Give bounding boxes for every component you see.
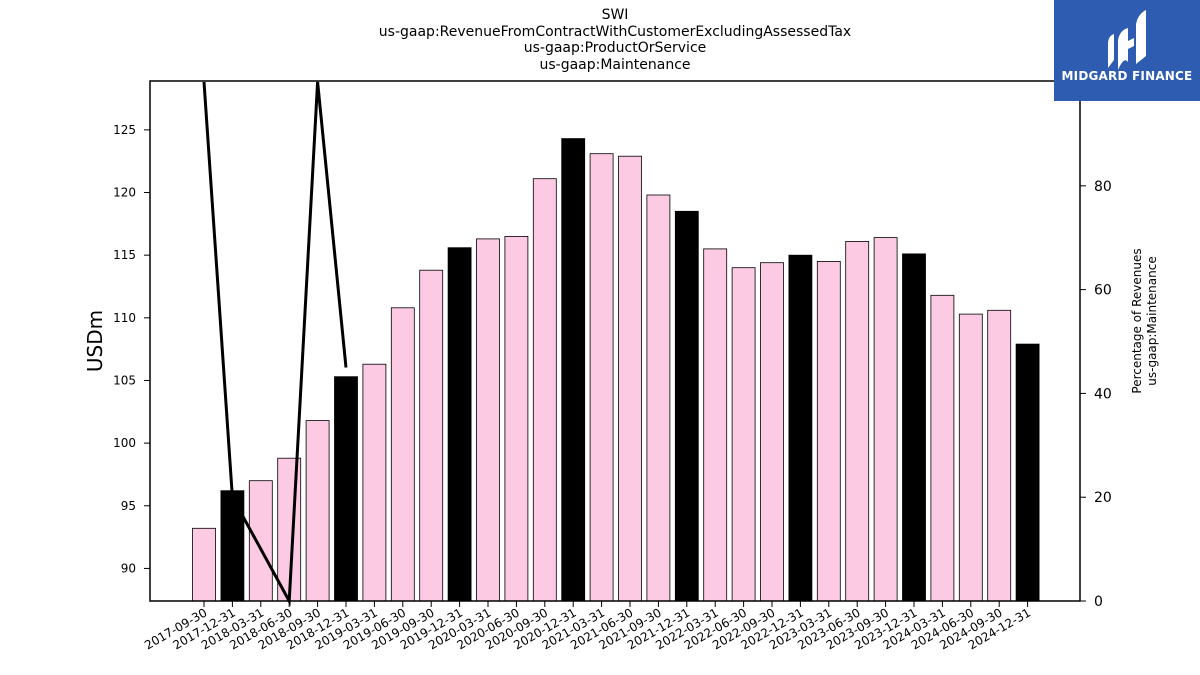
bar-2019-03-31 — [362, 363, 387, 602]
y2-tick-label-40: 40 — [1094, 386, 1112, 402]
bar-2023-03-31 — [816, 260, 841, 602]
bar-2021-09-30 — [646, 194, 671, 602]
bar-2024-03-31 — [930, 294, 955, 602]
y-tick-label-110: 110 — [113, 311, 136, 325]
bar-2019-06-30 — [390, 307, 415, 602]
bar-2024-06-30 — [958, 313, 983, 602]
y-tick-label-105: 105 — [113, 373, 136, 387]
bar-2020-09-30 — [532, 178, 557, 602]
bar-2022-09-30 — [760, 262, 784, 602]
plot-frame — [149, 80, 1081, 602]
bar-2021-12-31 — [674, 210, 699, 602]
chart-title-line-4: us-gaap:Maintenance — [539, 56, 691, 73]
chart-title-line-1: SWI — [601, 7, 629, 23]
y2-axis-label-line-1: Percentage of Revenues — [1130, 248, 1144, 393]
bar-2022-12-31 — [788, 254, 813, 602]
bar-2018-03-31 — [248, 480, 273, 602]
bar-2017-12-31 — [220, 490, 245, 602]
y2-tick-label-20: 20 — [1094, 490, 1112, 506]
bar-2024-12-31 — [1015, 343, 1040, 602]
bar-2020-03-31 — [476, 238, 500, 602]
y2-axis-label-line-2: us-gaap:Maintenance — [1145, 256, 1159, 385]
chart-title-line-3: us-gaap:ProductOrService — [523, 40, 707, 57]
y2-tick-label-80: 80 — [1094, 179, 1112, 195]
bar-2023-12-31 — [902, 253, 926, 602]
y2-tick-label-60: 60 — [1094, 283, 1112, 299]
y-tick-label-120: 120 — [113, 186, 136, 200]
y2-tick-label-0: 0 — [1094, 594, 1103, 610]
y-tick-label-125: 125 — [113, 123, 136, 137]
y-tick-label-115: 115 — [113, 248, 136, 262]
y-tick-label-100: 100 — [113, 436, 136, 450]
midgard-logo-icon — [1108, 10, 1146, 70]
bar-2020-12-31 — [561, 138, 586, 602]
midgard-finance-logo: MIDGARD FINANCE — [1054, 0, 1200, 101]
chart-title-line-2: us-gaap:RevenueFromContractWithCustomerE… — [378, 23, 852, 40]
y-tick-label-90: 90 — [121, 561, 136, 575]
bar-2017-09-30 — [192, 527, 216, 602]
bar-2019-12-31 — [447, 247, 472, 602]
bar-2022-03-31 — [703, 248, 728, 602]
bar-2019-09-30 — [419, 269, 444, 602]
y-axis-label: USDm — [83, 310, 107, 372]
y-tick-label-95: 95 — [121, 499, 136, 513]
bar-2024-09-30 — [987, 309, 1012, 602]
bar-2021-03-31 — [589, 153, 614, 602]
bar-2018-09-30 — [305, 420, 330, 602]
bar-2023-09-30 — [873, 237, 898, 602]
bar-2021-06-30 — [618, 155, 642, 602]
logo-text: MIDGARD FINANCE — [1061, 69, 1193, 83]
bar-2023-06-30 — [845, 240, 870, 602]
bar-2020-06-30 — [504, 235, 529, 602]
chart-title: SWI us-gaap:RevenueFromContractWithCusto… — [150, 7, 1080, 73]
bar-2022-06-30 — [731, 267, 756, 602]
bar-2018-12-31 — [334, 376, 358, 602]
